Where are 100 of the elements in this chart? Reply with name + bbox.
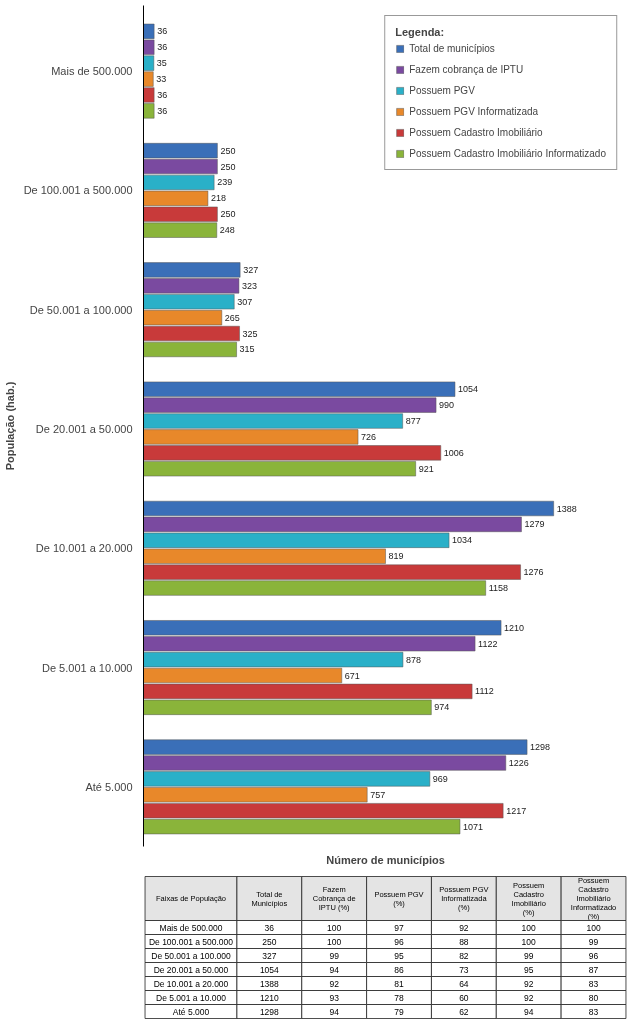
data-label: 33 xyxy=(156,74,167,85)
y-tick-label: Até 5.000 xyxy=(85,780,133,793)
data-label: 1006 xyxy=(443,447,464,458)
data-label: 36 xyxy=(157,89,168,100)
data-label: 671 xyxy=(344,670,360,681)
data-label: 1054 xyxy=(457,384,478,395)
data-label: 757 xyxy=(370,789,386,800)
data-label: 1388 xyxy=(556,503,577,514)
data-label: 265 xyxy=(224,312,240,323)
data-label: 86 xyxy=(394,964,405,975)
data-label: 323 xyxy=(241,280,257,291)
data-label: 1279 xyxy=(524,519,545,530)
data-label: 250 xyxy=(262,936,277,947)
data-label: 83 xyxy=(588,978,599,989)
y-tick-label: De 5.001 a 10.000 xyxy=(156,992,227,1003)
data-label: 1054 xyxy=(259,964,280,975)
data-label: 250 xyxy=(220,161,236,172)
data-label: 100 xyxy=(327,922,342,933)
data-label: 325 xyxy=(242,328,258,339)
data-label: 877 xyxy=(405,416,421,427)
data-label: 1112 xyxy=(475,686,494,697)
data-label: 878 xyxy=(405,654,421,665)
data-label: 100 xyxy=(521,936,537,947)
data-label: 94 xyxy=(329,1006,340,1017)
y-axis-title: População (hab.) xyxy=(3,381,16,471)
data-label: 64 xyxy=(459,978,469,989)
data-label: 969 xyxy=(432,773,448,784)
data-label: 1276 xyxy=(523,567,544,578)
data-label: 99 xyxy=(523,950,534,961)
data-label: 73 xyxy=(459,964,469,975)
data-label: 1226 xyxy=(508,758,529,768)
data-label: 99 xyxy=(588,936,599,947)
legend-label: Possuem Cadastro Imobiliário xyxy=(409,127,543,138)
data-label: 79 xyxy=(394,1006,405,1017)
data-label: 1122 xyxy=(478,638,498,649)
data-label: 921 xyxy=(418,463,434,474)
data-label: 95 xyxy=(523,964,534,975)
data-label: 36 xyxy=(157,105,168,116)
data-label: 1210 xyxy=(259,992,280,1003)
data-label: 250 xyxy=(220,209,236,220)
data-label: 92 xyxy=(523,978,534,989)
data-label: 1298 xyxy=(530,742,551,753)
legend-title: Legenda: xyxy=(395,26,446,38)
legend-label: Possuem PGV xyxy=(409,85,475,96)
data-label: 60 xyxy=(459,992,469,1003)
data-label: 88 xyxy=(459,936,469,947)
legend-label: Possuem Cadastro Imobiliário Informatizado xyxy=(409,148,606,159)
data-label: 100 xyxy=(327,936,342,947)
data-label: 80 xyxy=(588,992,599,1003)
data-label: 726 xyxy=(361,431,377,442)
data-label: 1034 xyxy=(452,535,473,546)
data-label: 307 xyxy=(237,296,253,307)
y-tick-label: Até 5.000 xyxy=(172,1006,210,1017)
data-label: 100 xyxy=(586,922,601,933)
data-label: 92 xyxy=(459,922,469,933)
y-tick-label: De 100.001 a 500.000 xyxy=(23,184,133,197)
data-label: 92 xyxy=(329,978,340,989)
data-label: 36 xyxy=(157,26,168,37)
data-label: 99 xyxy=(329,950,340,961)
data-label: 819 xyxy=(388,551,404,562)
data-label: 248 xyxy=(219,225,235,236)
y-tick-label: Mais de 500.000 xyxy=(159,922,223,933)
legend-label: Total de municípios xyxy=(409,43,495,54)
y-tick-label: De 20.001 a 50.000 xyxy=(153,964,229,975)
data-label: 78 xyxy=(394,992,405,1003)
y-tick-label: De 50.001 a 100.000 xyxy=(151,950,231,961)
data-label: 97 xyxy=(394,922,405,933)
y-tick-label: De 100.001 a 500.000 xyxy=(148,936,234,947)
y-tick-label: De 50.001 a 100.000 xyxy=(29,303,133,316)
y-tick-label: De 10.001 a 20.000 xyxy=(35,542,133,555)
data-label: 327 xyxy=(243,264,259,275)
data-label: 100 xyxy=(521,922,537,933)
y-tick-label: De 5.001 a 10.000 xyxy=(41,661,133,674)
y-tick-label: De 10.001 a 20.000 xyxy=(153,978,229,989)
data-label: 1210 xyxy=(504,622,525,633)
data-label: 92 xyxy=(523,992,534,1003)
y-tick-label: De 20.001 a 50.000 xyxy=(35,422,133,435)
data-label: 1158 xyxy=(488,583,509,594)
data-label: 96 xyxy=(588,950,599,961)
data-label: 83 xyxy=(588,1006,599,1017)
data-label: 87 xyxy=(588,964,599,975)
data-label: 94 xyxy=(329,964,340,975)
data-label: 82 xyxy=(459,950,469,961)
data-label: 1071 xyxy=(462,821,484,832)
data-label: 36 xyxy=(264,922,275,933)
data-label: 990 xyxy=(439,400,455,411)
data-label: 93 xyxy=(329,992,340,1003)
data-label: 327 xyxy=(262,950,277,961)
data-label: 1217 xyxy=(506,805,527,816)
legend-label: Possuem PGV Informatizada xyxy=(409,106,539,117)
data-label: 1388 xyxy=(259,978,280,989)
y-tick-label: Mais de 500.000 xyxy=(51,65,133,78)
data-label: 95 xyxy=(394,950,405,961)
data-label: 218 xyxy=(210,193,226,204)
data-label: 36 xyxy=(157,42,168,53)
x-axis-title: Número de municípios xyxy=(326,853,445,866)
data-label: 96 xyxy=(394,936,405,947)
data-label: 250 xyxy=(220,145,236,156)
data-label: 94 xyxy=(523,1006,534,1017)
data-label: 62 xyxy=(459,1006,469,1017)
